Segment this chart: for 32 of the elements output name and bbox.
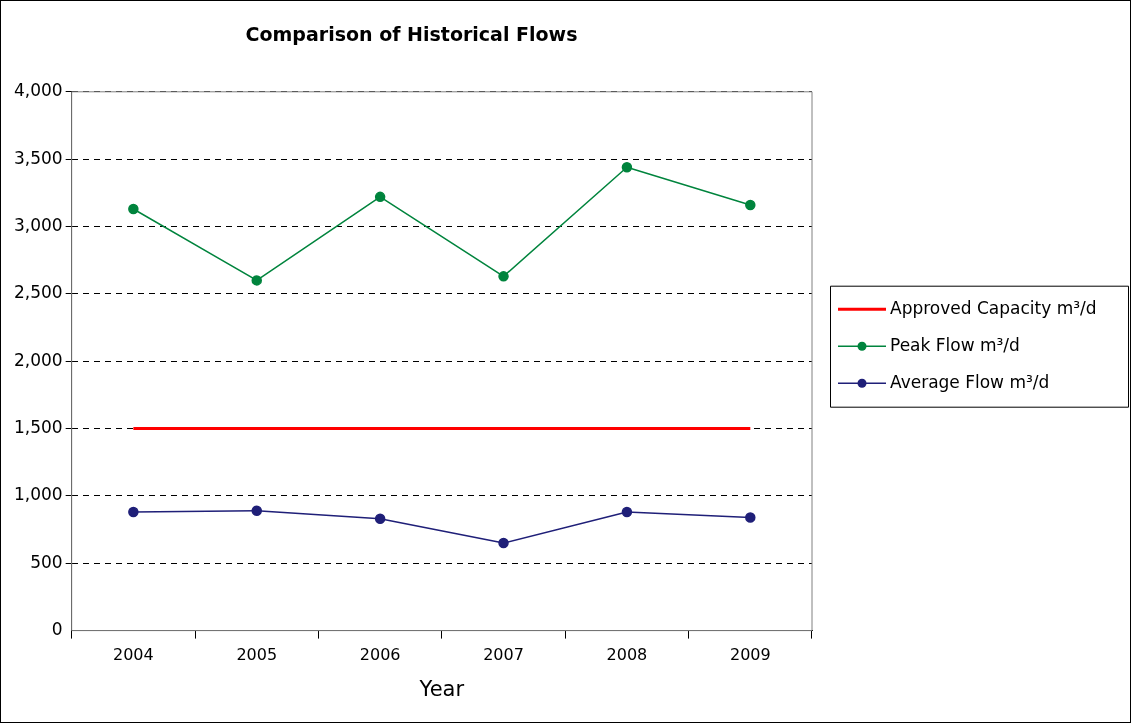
x-tick-label: 2004 xyxy=(113,645,154,665)
legend-label: Peak Flow m³/d xyxy=(890,334,1020,355)
point xyxy=(621,161,633,173)
x-tick-label: 2009 xyxy=(729,645,771,665)
point xyxy=(251,275,262,286)
point xyxy=(498,537,509,549)
y-tick-label: 1,000 xyxy=(14,484,63,505)
y-tick-label: 500 xyxy=(30,551,63,572)
point xyxy=(128,203,139,215)
legend-label: Average Flow m³/d xyxy=(890,371,1050,392)
chart-title: Comparison of Historical Flows xyxy=(245,23,578,46)
x-tick-label: 2005 xyxy=(236,645,278,665)
y-tick-label: 2,000 xyxy=(14,349,63,370)
point xyxy=(745,199,756,211)
y-tick-label: 3,500 xyxy=(14,147,63,168)
y-tick-label: 0 xyxy=(51,619,63,640)
y-tick-label: 4,000 xyxy=(14,80,63,101)
point xyxy=(374,513,386,525)
point xyxy=(745,512,756,523)
point xyxy=(128,506,139,518)
x-axis-title: Year xyxy=(418,676,465,701)
point xyxy=(251,505,262,516)
y-tick-label: 1,500 xyxy=(14,416,63,437)
y-tick-label: 2,500 xyxy=(14,282,63,303)
legend-label: Approved Capacity m³/d xyxy=(890,297,1097,318)
x-tick-label: 2007 xyxy=(483,645,524,665)
x-tick-label: 2006 xyxy=(359,645,401,665)
point xyxy=(621,506,633,518)
x-tick-label: 2008 xyxy=(606,645,648,665)
point xyxy=(374,191,386,203)
y-tick-label: 3,000 xyxy=(14,214,63,235)
point xyxy=(498,271,509,282)
